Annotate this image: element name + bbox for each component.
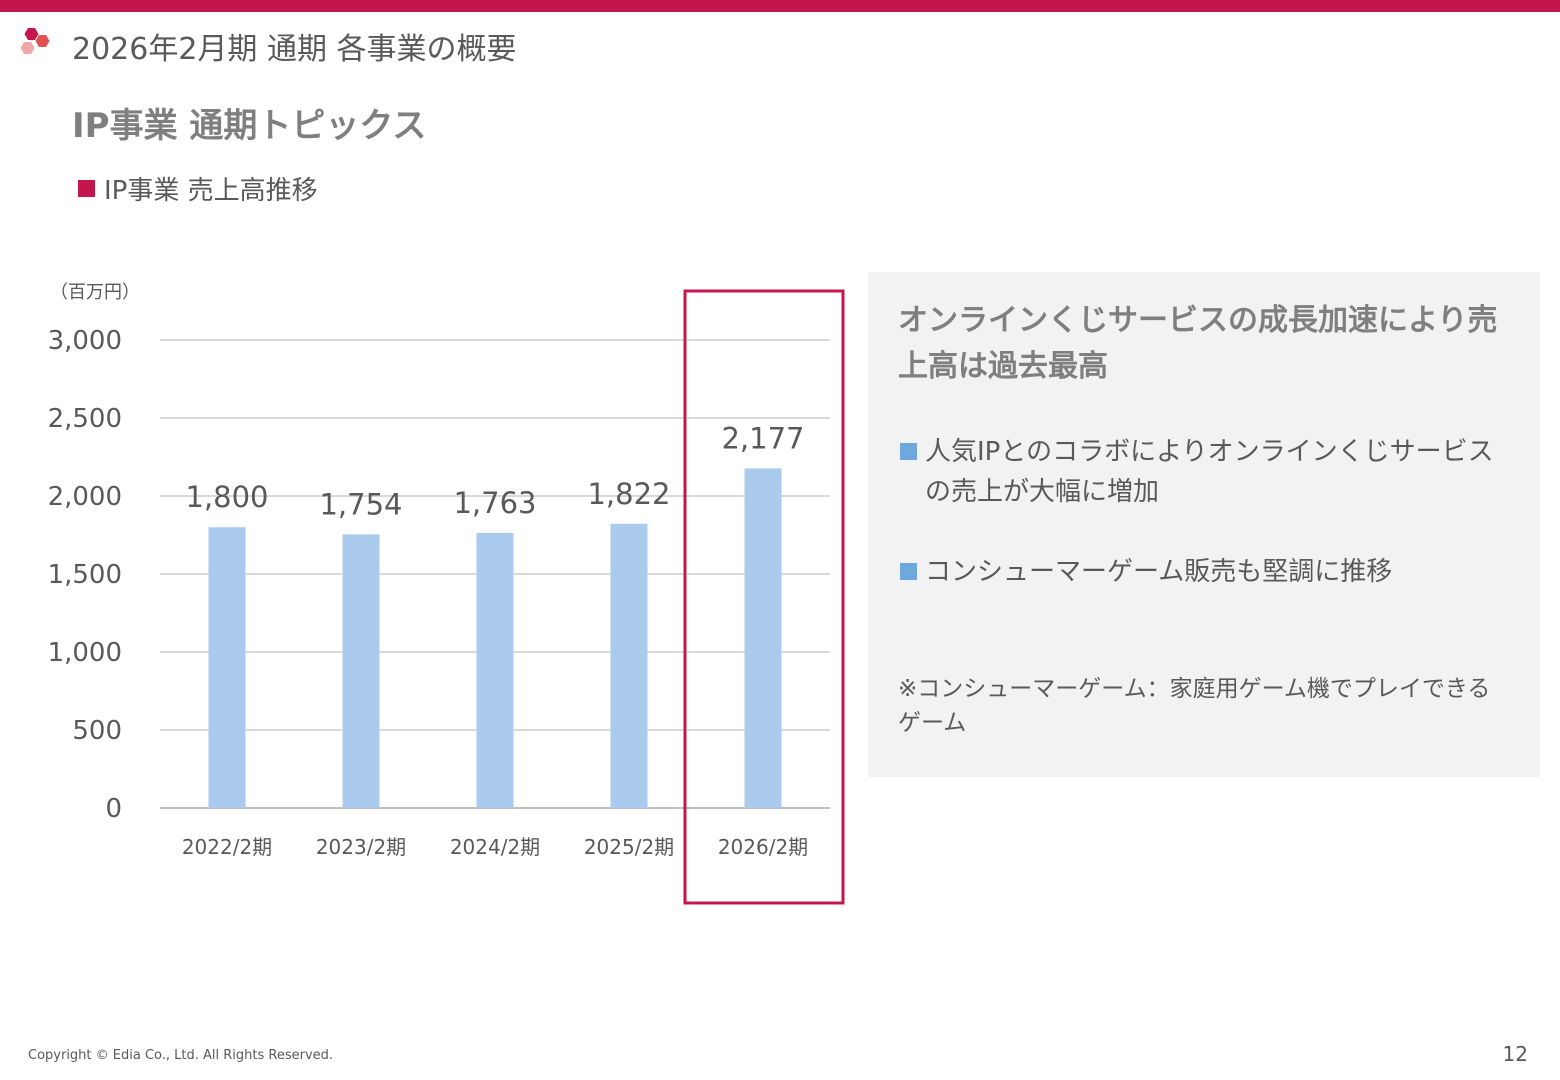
- revenue-bar-chart: 0 500 1,000 1,500 2,000 2,500 3,000 1,800 2022/2…: [48, 289, 845, 905]
- data-label: 1,822: [587, 477, 670, 511]
- x-tick-label: 2022/2期: [182, 835, 272, 859]
- data-label: 1,763: [453, 486, 536, 520]
- y-tick-label: 3,000: [48, 326, 122, 356]
- square-bullet-icon: [78, 180, 95, 197]
- y-tick-label: 500: [72, 716, 122, 746]
- bar: [208, 527, 246, 808]
- page-number: 12: [1502, 1042, 1528, 1066]
- bar: [476, 532, 514, 808]
- x-tick-label: 2024/2期: [450, 835, 540, 859]
- copyright-text: Copyright © Edia Co., Ltd. All Rights Re…: [28, 1048, 334, 1063]
- square-bullet-icon: [900, 443, 917, 460]
- y-tick-label: 2,500: [48, 404, 122, 434]
- highlight-frame: [683, 289, 845, 905]
- data-label: 2,177: [721, 421, 804, 455]
- y-axis-unit-label: （百万円）: [50, 282, 140, 303]
- data-label: 1,754: [319, 487, 402, 521]
- topic-bullet-text: 人気IPとのコラボによりオンラインくじサービスの売上が大幅に増加: [925, 437, 1494, 507]
- y-tick-label: 0: [105, 794, 122, 824]
- topic-bullet-text: コンシューマーゲーム販売も堅調に推移: [925, 557, 1393, 587]
- page-title: 2026年2月期 通期 各事業の概要: [72, 32, 517, 67]
- section-title: IP事業 通期トピックス: [72, 106, 427, 146]
- topics-panel: オンラインくじサービスの成長加速により売上高は過去最高 人気IPとのコラボにより…: [868, 272, 1540, 777]
- company-logo-icon: [20, 28, 50, 54]
- data-label: 1,800: [185, 480, 268, 514]
- bar: [342, 534, 380, 808]
- x-tick-label: 2026/2期: [718, 835, 808, 859]
- chart-subheading-label: IP事業 売上高推移: [104, 176, 318, 206]
- y-tick-label: 1,500: [48, 560, 122, 590]
- topic-bullet-2: コンシューマーゲーム販売も堅調に推移: [900, 552, 1495, 592]
- top-accent-bar: [0, 0, 1560, 12]
- footnote: ※コンシューマーゲーム：家庭用ゲーム機でプレイできるゲーム: [898, 676, 1491, 736]
- bar: [744, 468, 782, 808]
- chart-subheading: IP事業 売上高推移: [78, 170, 318, 207]
- x-tick-label: 2023/2期: [316, 835, 406, 859]
- topics-headline: オンラインくじサービスの成長加速により売上高は過去最高: [898, 303, 1498, 384]
- bar: [610, 523, 648, 808]
- square-bullet-icon: [900, 563, 917, 580]
- y-tick-label: 2,000: [48, 482, 122, 512]
- topic-bullet-1: 人気IPとのコラボによりオンラインくじサービスの売上が大幅に増加: [900, 432, 1495, 512]
- x-tick-label: 2025/2期: [584, 835, 674, 859]
- y-tick-label: 1,000: [48, 638, 122, 668]
